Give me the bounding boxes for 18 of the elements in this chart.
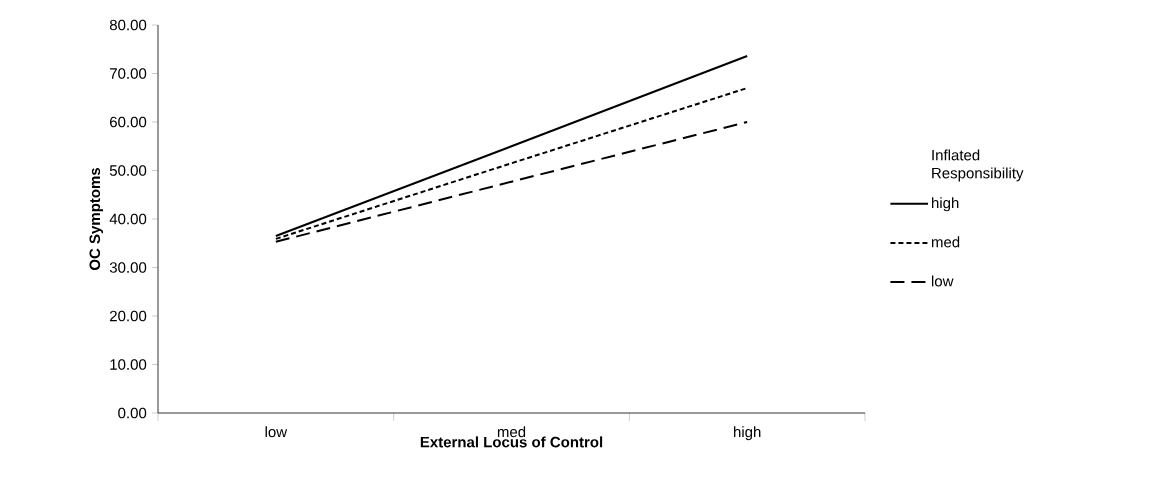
y-tick-label: 40.00	[109, 213, 147, 225]
x-tick-label: med	[497, 426, 526, 438]
y-tick-label: 70.00	[110, 68, 147, 79]
y-tick-label: 30.00	[109, 262, 147, 273]
y-tick-label: 0.00	[118, 407, 147, 419]
y-axis-title: OC Symptoms	[89, 167, 104, 271]
legend-title: Inflated Responsibility	[932, 149, 1024, 182]
legend-label: high	[932, 197, 959, 212]
x-axis-title: External Locus of Control	[420, 436, 603, 448]
y-tick-label: 10.00	[110, 359, 147, 370]
y-tick-label: 80.00	[109, 19, 147, 31]
y-tick-label: 60.00	[110, 116, 147, 128]
x-tick-label: high	[734, 426, 761, 441]
legend-label: med	[931, 236, 960, 248]
y-tick-label: 50.00	[109, 165, 147, 176]
legend-label: low	[931, 275, 954, 287]
y-tick-label: 20.00	[110, 310, 147, 322]
x-tick-label: low	[265, 426, 288, 438]
